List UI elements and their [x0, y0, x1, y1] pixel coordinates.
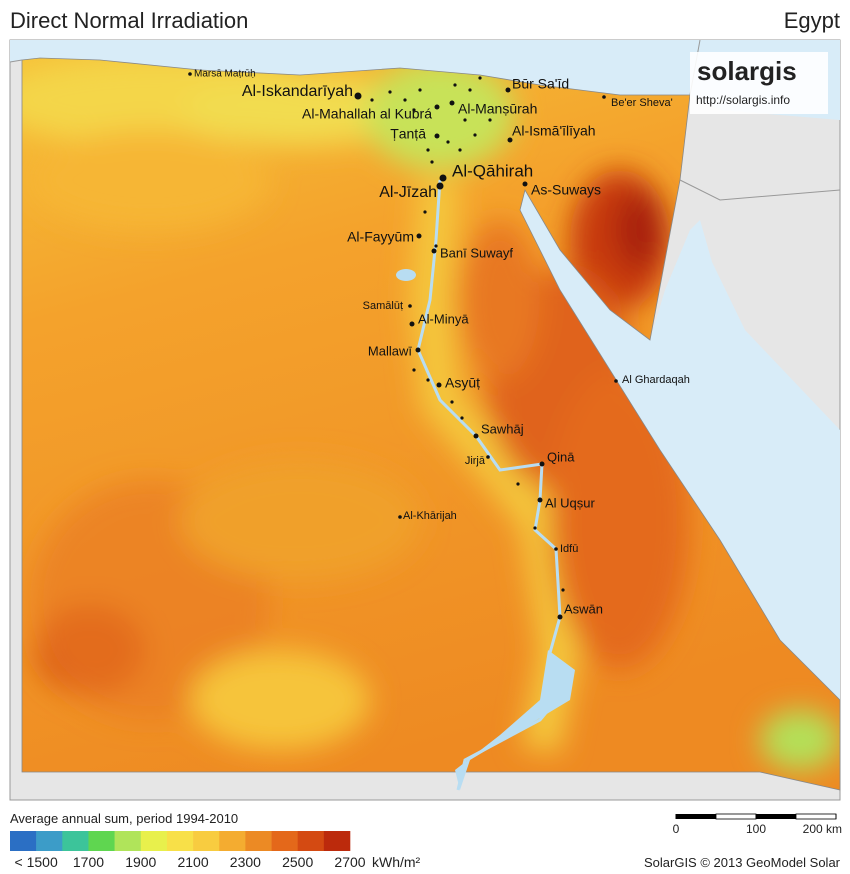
- city-dot: [554, 547, 558, 551]
- city-dot: [522, 181, 528, 187]
- scale-tick-label: 0: [673, 822, 680, 836]
- city-label: Sawhāj: [481, 421, 524, 436]
- scale-tick-label: 200 km: [803, 822, 842, 836]
- legend-swatch: [245, 831, 272, 851]
- legend-swatch: [323, 831, 351, 851]
- credit: SolarGIS © 2013 GeoModel Solar: [644, 855, 841, 870]
- city-dot: [431, 248, 437, 254]
- logo-url: http://solargis.info: [696, 93, 790, 107]
- city-label: Aswān: [564, 601, 603, 616]
- city-dot: [436, 182, 444, 190]
- city-label: Marsā Maṭrūḥ: [194, 69, 256, 80]
- legend-tick-label: 2100: [177, 854, 208, 870]
- city-label: Mallawī: [368, 343, 412, 358]
- city-label: Be'er Sheva': [611, 97, 673, 109]
- city-label: Asyūṭ: [445, 375, 480, 391]
- city-label: Al Uqṣur: [545, 495, 596, 510]
- city-dot: [486, 455, 490, 459]
- city-label: Al-Ismā'īlīyah: [512, 123, 596, 139]
- logo: solargis: [697, 56, 797, 86]
- lake-nasser: [455, 650, 575, 790]
- red-sea: [520, 190, 840, 700]
- city-dot: [416, 233, 422, 239]
- city-label: Al-Mahallah al Kubrá: [302, 106, 432, 122]
- city-dot: [354, 92, 362, 100]
- city-label: As-Suways: [531, 182, 601, 198]
- legend-swatch: [10, 831, 37, 851]
- legend-swatch: [36, 831, 63, 851]
- scale-bar: 0 100 200 km: [673, 813, 842, 836]
- city-dot: [408, 304, 412, 308]
- legend-tick-label: < 1500: [15, 854, 58, 870]
- legend-tick-label: 2700: [334, 854, 365, 870]
- logo-box: solargis http://solargis.info: [690, 52, 828, 114]
- city-dot: [614, 379, 618, 383]
- legend-swatch: [62, 831, 89, 851]
- city-dot: [409, 321, 415, 327]
- legend-tick-label: 2300: [230, 854, 261, 870]
- city-label: Al-Fayyūm: [347, 229, 414, 245]
- legend-swatch: [140, 831, 168, 851]
- scale-segment: [795, 813, 837, 820]
- title: Direct Normal Irradiation: [10, 8, 248, 33]
- city-dot: [436, 382, 442, 388]
- city-dot: [537, 497, 543, 503]
- legend-swatch: [88, 831, 115, 851]
- city-dot: [188, 72, 192, 76]
- legend: < 1500 1700 1900 2100 2300 2500 2700 kWh/m²: [10, 831, 421, 870]
- city-dot: [434, 133, 440, 139]
- legend-tick-label: 1900: [125, 854, 156, 870]
- legend-swatch: [193, 831, 220, 851]
- city-label: Būr Sa'īd: [512, 76, 569, 92]
- city-dot: [505, 87, 511, 93]
- sea: [10, 40, 840, 120]
- city-dot: [398, 515, 402, 519]
- city-dot: [557, 614, 563, 620]
- map: [9, 39, 841, 801]
- legend-swatch: [166, 831, 194, 851]
- city-dot: [439, 174, 447, 182]
- cities: Marsā Maṭrūḥ Al-Iskandarīyah Būr Sa'īd Be'e…: [188, 69, 690, 620]
- city-label: Qinā: [547, 449, 575, 464]
- legend-swatch: [219, 831, 246, 851]
- legend-unit: kWh/m²: [372, 854, 421, 870]
- city-label: Samālūṭ: [363, 300, 403, 312]
- city-label: Al-Jīzah: [379, 184, 437, 201]
- city-dot: [539, 461, 545, 467]
- city-label: Al-Manṣūrah: [458, 101, 537, 117]
- scale-segment: [756, 814, 796, 819]
- city-dot: [602, 95, 606, 99]
- legend-tick-label: 2500: [282, 854, 313, 870]
- city-dot: [473, 433, 479, 439]
- city-label: Jirjā: [465, 455, 486, 467]
- scale-segment: [676, 814, 716, 819]
- city-label: Banī Suwayf: [440, 245, 513, 260]
- legend-swatch: [114, 831, 142, 851]
- city-label: Al-Minyā: [418, 311, 469, 326]
- city-label: Al Ghardaqah: [622, 374, 690, 386]
- legend-title: Average annual sum, period 1994-2010: [10, 811, 238, 826]
- scale-segment: [715, 813, 757, 820]
- city-label: Ṭanṭā: [390, 126, 426, 142]
- city-label: Idfū: [560, 543, 578, 555]
- country: Egypt: [784, 8, 840, 33]
- legend-swatch: [297, 831, 325, 851]
- minor-towns: [370, 76, 565, 592]
- city-dot: [415, 347, 421, 353]
- legend-tick-label: 1700: [73, 854, 104, 870]
- city-dot: [449, 100, 455, 106]
- legend-swatch: [271, 831, 298, 851]
- city-label: Al-Iskandarīyah: [242, 83, 353, 100]
- scale-tick-label: 100: [746, 822, 766, 836]
- city-dot: [434, 104, 440, 110]
- city-dot: [507, 137, 513, 143]
- city-label: Al-Qāhirah: [452, 161, 533, 180]
- city-label: Al-Khārijah: [403, 510, 457, 522]
